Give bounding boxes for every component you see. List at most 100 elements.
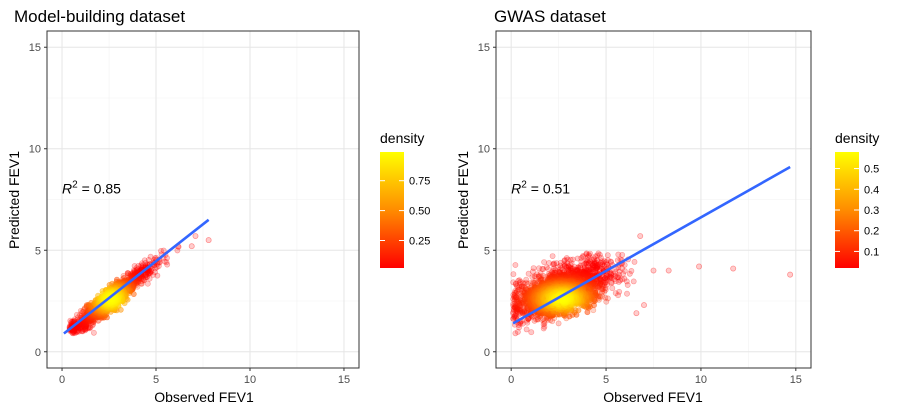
data-point [580,271,587,278]
data-point [598,279,604,286]
data-point [578,268,585,275]
data-point [608,271,614,278]
data-point [551,261,557,268]
data-point [557,269,563,276]
data-point [582,260,589,267]
data-point [600,279,607,286]
data-point [519,280,526,286]
y-axis-label: Predicted FEV1 [6,151,22,249]
data-point [540,325,547,332]
data-point [146,275,153,282]
data-point [563,268,570,275]
data-point [595,261,601,268]
data-point [593,265,600,272]
data-point [513,311,519,317]
data-point [556,269,563,276]
data-point [71,326,78,333]
data-point [586,269,592,276]
data-point [571,264,578,270]
r-squared-annotation: R2 = 0.51 [511,179,570,196]
data-point [83,322,90,328]
data-point [586,267,593,274]
data-point [585,259,592,266]
x-axis-label: Observed FEV1 [603,389,703,405]
data-point [524,319,531,326]
data-point [143,272,150,278]
data-point [73,329,80,336]
data-point [516,310,523,316]
data-point [551,265,557,272]
data-point [158,247,164,254]
data-point [133,278,140,285]
data-point [562,263,568,269]
data-point [163,259,170,266]
data-point [599,263,606,270]
data-point [511,314,518,321]
outlier-point [665,267,672,274]
data-point [133,266,140,273]
data-point [599,265,605,272]
data-point [70,327,77,334]
colorbar-tick-label: 0.2 [864,226,879,238]
data-point [599,261,606,268]
data-point [77,312,83,318]
data-point [138,263,145,270]
data-point [512,330,519,337]
data-point [595,262,601,269]
data-point [586,272,593,279]
data-point [577,264,583,270]
data-point [77,325,84,332]
data-point [73,328,80,335]
data-point [90,319,97,326]
data-point [581,261,587,268]
data-point [592,260,598,267]
data-point [608,279,615,286]
data-point [621,268,628,274]
data-point [514,307,520,314]
data-point [608,272,615,278]
data-point [76,324,82,331]
data-point [83,323,90,330]
data-point [138,280,145,287]
data-point [582,266,589,273]
data-point [144,280,151,287]
data-point [540,266,547,272]
data-point [585,272,592,279]
data-point [88,317,95,324]
data-point [569,266,576,272]
data-point [568,267,575,274]
data-point [142,274,149,280]
data-point [574,266,581,273]
y-axis-label: Predicted FEV1 [455,151,471,249]
data-point [616,268,623,275]
data-point [134,267,141,274]
data-point [597,261,604,268]
data-point [567,265,574,271]
data-point [510,303,517,309]
data-point [584,270,591,277]
data-point [593,257,600,264]
data-point [78,323,85,330]
data-point [536,265,542,272]
data-point [585,251,592,258]
data-point [71,318,77,325]
data-point [76,325,83,332]
data-point [603,279,610,286]
data-point [612,269,618,275]
data-point [516,280,523,286]
data-point [591,260,598,267]
data-point [619,251,626,258]
data-point [514,306,521,313]
data-point [589,260,595,267]
data-point [540,321,547,328]
data-point [615,292,621,299]
data-point [589,264,596,271]
data-point [513,313,520,320]
data-point [523,317,530,324]
data-point [141,277,147,284]
data-point [557,262,564,269]
data-point [569,270,576,276]
data-point [575,270,582,277]
data-point [510,310,516,317]
data-point [516,324,522,331]
